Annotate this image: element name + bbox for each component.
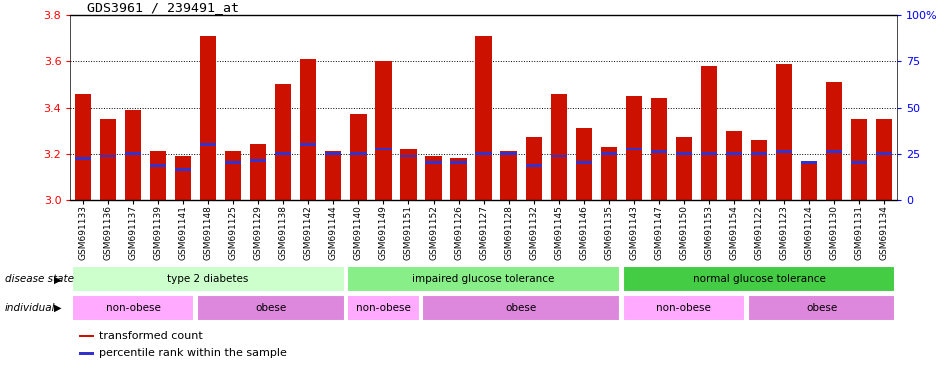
Text: percentile rank within the sample: percentile rank within the sample — [100, 348, 287, 358]
Bar — [79, 335, 94, 338]
Text: normal glucose tolerance: normal glucose tolerance — [693, 274, 825, 285]
Bar — [475, 36, 492, 200]
Bar — [75, 157, 91, 160]
Bar — [526, 164, 542, 167]
Bar — [350, 114, 366, 200]
Text: obese: obese — [806, 303, 838, 313]
Text: disease state: disease state — [5, 274, 73, 285]
Bar — [71, 295, 194, 321]
Bar — [325, 152, 342, 155]
Bar — [475, 152, 492, 155]
Text: ▶: ▶ — [54, 274, 61, 285]
Bar — [100, 119, 116, 200]
Bar — [651, 98, 667, 200]
Bar — [451, 158, 467, 200]
Bar — [700, 152, 717, 155]
Bar — [601, 152, 617, 155]
Text: ▶: ▶ — [54, 303, 61, 313]
Bar — [300, 143, 316, 146]
Text: non-obese: non-obese — [105, 303, 161, 313]
Bar — [747, 295, 896, 321]
Bar — [125, 152, 141, 155]
Text: impaired glucose tolerance: impaired glucose tolerance — [412, 274, 555, 285]
Bar — [751, 152, 767, 155]
Bar — [776, 64, 793, 200]
Text: individual: individual — [5, 303, 55, 313]
Bar — [801, 163, 817, 200]
Bar — [550, 94, 567, 200]
Bar — [423, 295, 620, 321]
Bar — [71, 266, 345, 292]
Bar — [726, 131, 742, 200]
Bar — [175, 168, 192, 171]
Bar — [275, 84, 291, 200]
Bar — [876, 119, 892, 200]
Bar — [347, 295, 420, 321]
Bar — [250, 144, 267, 200]
Bar — [325, 151, 342, 200]
Bar — [400, 154, 417, 157]
Text: obese: obese — [255, 303, 286, 313]
Bar — [451, 161, 467, 164]
Bar — [826, 150, 842, 153]
Bar — [200, 143, 216, 146]
Bar — [250, 159, 267, 162]
Bar — [851, 161, 868, 164]
Bar — [623, 295, 746, 321]
Text: non-obese: non-obese — [656, 303, 712, 313]
Bar — [425, 156, 441, 200]
Bar — [350, 152, 366, 155]
Bar — [526, 137, 542, 200]
Bar — [376, 147, 392, 151]
Text: obese: obese — [505, 303, 537, 313]
Bar — [576, 128, 592, 200]
Bar — [651, 150, 667, 153]
Bar — [550, 154, 567, 157]
Bar — [400, 149, 417, 200]
Text: type 2 diabetes: type 2 diabetes — [167, 274, 249, 285]
Bar — [623, 266, 896, 292]
Bar — [225, 161, 241, 164]
Bar — [751, 140, 767, 200]
Bar — [347, 266, 620, 292]
Bar — [826, 82, 842, 200]
Bar — [576, 161, 592, 164]
Bar — [776, 150, 793, 153]
Bar — [200, 36, 216, 200]
Bar — [876, 152, 892, 155]
Text: non-obese: non-obese — [356, 303, 411, 313]
Bar — [300, 59, 316, 200]
Bar — [801, 161, 817, 164]
Bar — [125, 110, 141, 200]
Bar — [75, 94, 91, 200]
Bar — [150, 164, 166, 167]
Bar — [275, 152, 291, 155]
Bar — [851, 119, 868, 200]
Text: GDS3961 / 239491_at: GDS3961 / 239491_at — [87, 1, 239, 14]
Bar — [197, 295, 345, 321]
Bar — [726, 152, 742, 155]
Bar — [79, 352, 94, 355]
Bar — [625, 96, 642, 200]
Bar — [700, 66, 717, 200]
Bar — [425, 161, 441, 164]
Text: transformed count: transformed count — [100, 331, 203, 341]
Bar — [150, 151, 166, 200]
Bar — [225, 151, 241, 200]
Bar — [676, 152, 692, 155]
Bar — [601, 147, 617, 200]
Bar — [100, 154, 116, 157]
Bar — [676, 137, 692, 200]
Bar — [175, 156, 192, 200]
Bar — [625, 147, 642, 151]
Bar — [376, 61, 392, 200]
Bar — [500, 152, 516, 155]
Bar — [500, 151, 516, 200]
